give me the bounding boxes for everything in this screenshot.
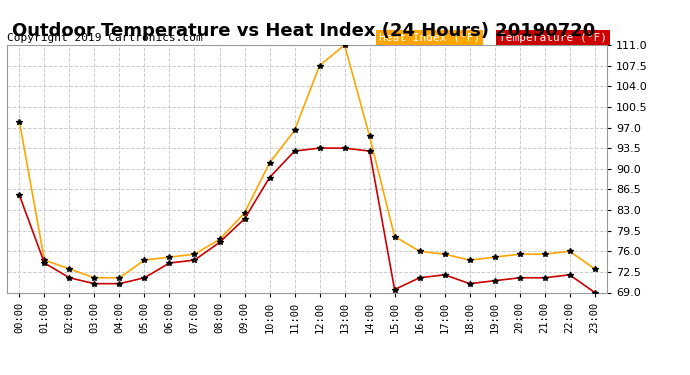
Text: Heat Index (°F): Heat Index (°F) [379, 33, 480, 42]
Text: Copyright 2019 Cartronics.com: Copyright 2019 Cartronics.com [7, 33, 203, 42]
Text: Outdoor Temperature vs Heat Index (24 Hours) 20190720: Outdoor Temperature vs Heat Index (24 Ho… [12, 22, 595, 40]
Text: Temperature (°F): Temperature (°F) [499, 33, 607, 42]
